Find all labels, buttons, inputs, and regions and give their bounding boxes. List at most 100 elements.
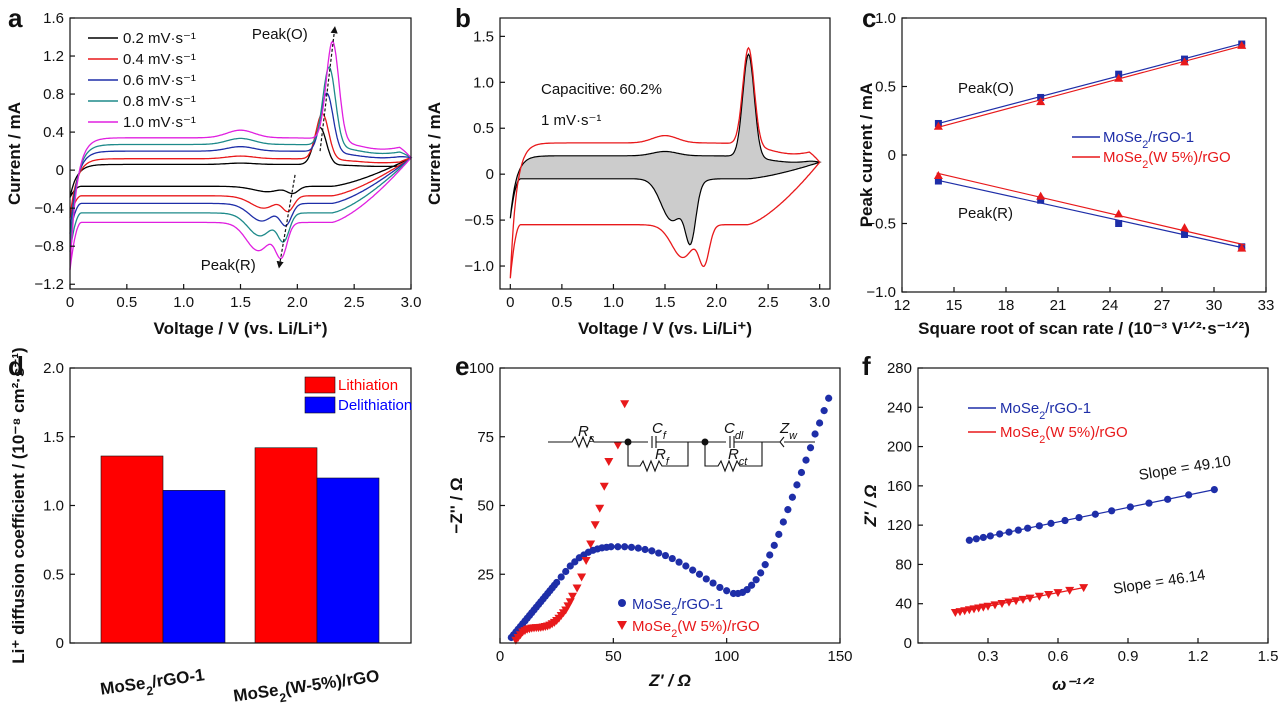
x-axis-label: Voltage / V (vs. Li/Li⁺) — [154, 319, 328, 338]
x-tick-label: 30 — [1206, 297, 1223, 314]
data-point — [695, 570, 704, 578]
panel-label-b: b — [455, 3, 471, 33]
x-axis-label: ω⁻¹ᐟ² — [1052, 675, 1095, 694]
data-point — [1065, 586, 1075, 595]
plot-frame — [69, 17, 412, 290]
y-tick-label: 1.6 — [43, 10, 64, 27]
x-tick-label: 2.0 — [287, 294, 308, 311]
panel-label-a: a — [8, 3, 23, 33]
data-point — [983, 602, 993, 611]
x-axis-label: Voltage / V (vs. Li/Li⁺) — [578, 319, 752, 338]
category-label: MoSe2/rGO-1 — [99, 665, 207, 704]
data-point — [557, 573, 565, 581]
y-tick-label: −0.8 — [34, 238, 64, 255]
data-point — [797, 468, 806, 477]
data-point — [986, 532, 994, 540]
y-tick-label: 1.5 — [473, 28, 494, 45]
data-point — [775, 530, 783, 538]
data-point — [621, 543, 629, 551]
data-point — [1126, 503, 1134, 511]
peak-r-annotation: Peak(R) — [958, 205, 1013, 222]
data-point — [562, 567, 570, 576]
y-tick-label: 2.0 — [43, 360, 64, 377]
circuit-label: Rf — [655, 446, 670, 468]
data-point — [590, 521, 600, 530]
circuit-label: Cf — [652, 420, 667, 442]
peak-r-arrow — [276, 174, 296, 269]
data-point — [675, 558, 683, 566]
data-point — [716, 583, 724, 592]
data-point — [1108, 507, 1116, 515]
x-tick-label: 15 — [946, 297, 963, 314]
x-tick-label: 0 — [66, 294, 74, 311]
legend-entry: Lithiation — [338, 377, 398, 394]
y-tick-label: 0.8 — [43, 86, 64, 103]
data-point — [770, 541, 778, 549]
data-point — [1180, 223, 1190, 232]
x-tick-label: 1.0 — [173, 294, 194, 311]
panel-d-diffusion-bars: MoSe2/rGO-1 MoSe2(W-5%)/rGO 0 0.5 1.0 1.5 2.0 L… — [9, 347, 412, 705]
data-point — [702, 575, 710, 583]
x-tick-label: 0.6 — [1048, 648, 1069, 665]
panel-b-capacitive-contribution: 0 0.5 1.0 1.5 2.0 2.5 3.0 −1.0 −0.5 0 0.5 1.0 1.5 Cap… — [425, 17, 831, 338]
data-point — [757, 569, 765, 577]
data-point — [788, 493, 797, 501]
data-point — [811, 430, 819, 438]
data-point — [614, 543, 622, 551]
x-tick-label: 1.5 — [1258, 648, 1279, 665]
circuit-label: Zw — [779, 420, 798, 442]
x-tick-label: 21 — [1050, 297, 1067, 314]
panel-label-c: c — [862, 3, 876, 33]
y-tick-label: 50 — [477, 498, 494, 515]
panel-label-d: d — [8, 351, 24, 381]
x-tick-label: 1.0 — [603, 294, 624, 311]
panel-c-peak-current: 12 15 18 21 24 27 30 33 −1.0 −0.5 0 0.5 1.0 Peak(O) Pe… — [857, 10, 1274, 338]
x-tick-label: 18 — [998, 297, 1015, 314]
data-point — [1025, 594, 1035, 603]
data-point — [1036, 97, 1046, 106]
data-point — [709, 579, 717, 587]
panel-a-cv-curves: 0 0.5 1.0 1.5 2.0 2.5 3.0 −1.2 −0.8 −0.4 0 0.4 0.8 1.… — [5, 10, 421, 338]
legend-entry: MoSe2(W 5%)/rGO — [1000, 424, 1128, 446]
y-tick-label: 280 — [887, 360, 912, 377]
data-point — [634, 544, 642, 552]
data-point — [661, 551, 670, 560]
y-tick-label: 0.5 — [875, 79, 896, 96]
y-tick-label: 40 — [895, 596, 912, 613]
data-point — [761, 561, 769, 569]
data-point — [933, 121, 943, 130]
data-point — [581, 557, 591, 565]
data-point — [1018, 595, 1028, 604]
y-tick-label: 100 — [469, 360, 494, 377]
y-axis-label: −Z'' / Ω — [447, 477, 466, 533]
data-point — [743, 586, 751, 594]
data-point — [577, 573, 587, 582]
data-point — [1004, 598, 1014, 607]
x-tick-label: 150 — [827, 648, 852, 665]
data-point — [723, 587, 731, 595]
x-tick-label: 0.3 — [978, 648, 999, 665]
data-point — [1044, 590, 1054, 599]
data-point — [1011, 597, 1021, 606]
data-point — [1091, 510, 1099, 518]
y-tick-label: 160 — [887, 478, 912, 495]
y-tick-label: 120 — [887, 517, 912, 534]
x-tick-label: 33 — [1258, 297, 1275, 314]
data-point — [766, 551, 774, 559]
bar-delithiation — [316, 477, 380, 644]
peak-o-annotation: Peak(O) — [252, 26, 308, 43]
panel-label-e: e — [455, 351, 469, 381]
data-point — [607, 543, 615, 551]
data-point — [934, 177, 942, 185]
data-point — [990, 601, 1000, 610]
circuit-node — [701, 438, 709, 446]
data-point — [996, 530, 1004, 538]
circuit-label: Rs — [578, 423, 595, 445]
data-point — [1164, 495, 1172, 503]
data-point — [553, 578, 561, 587]
data-point — [1047, 519, 1055, 527]
y-tick-label: 0 — [56, 635, 64, 652]
y-axis-label: Current / mA — [5, 102, 24, 205]
bar-lithiation — [100, 455, 164, 644]
panel-label-f: f — [862, 351, 871, 381]
